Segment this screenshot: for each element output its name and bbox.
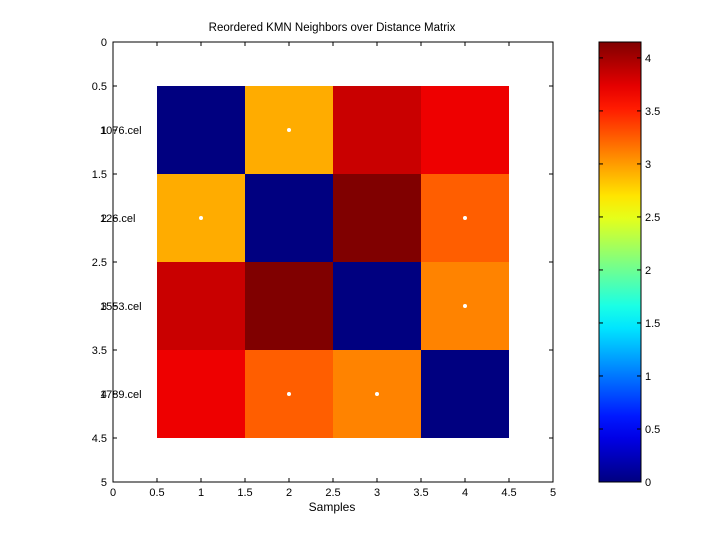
x-tick-label: 0.5 bbox=[149, 487, 164, 499]
y-tick-label: 5 bbox=[101, 477, 107, 489]
y-tick-label: 0 bbox=[101, 37, 107, 49]
x-ticks: 0 0.5 1 1.5 2 2.5 3 3.5 4 4.5 5 bbox=[110, 42, 556, 499]
chart-title: Reordered KMN Neighbors over Distance Ma… bbox=[209, 22, 456, 34]
cell-r4-c1 bbox=[157, 350, 245, 438]
row-numeric-tick: 2 bbox=[101, 213, 107, 225]
cell-r1-c4 bbox=[421, 86, 509, 174]
colorbar-tick-label: 0 bbox=[645, 477, 651, 489]
y-ticks: 0 0.5 1.5 2.5 3.5 4.5 5 bbox=[92, 37, 553, 489]
x-tick-label: 3.5 bbox=[413, 487, 428, 499]
row-label: 1789.cel bbox=[100, 389, 142, 401]
neighbor-marker-r4-c3 bbox=[375, 392, 379, 396]
neighbor-marker-r2-c4 bbox=[463, 216, 467, 220]
x-tick-label: 1.5 bbox=[237, 487, 252, 499]
x-tick-label: 5 bbox=[550, 487, 556, 499]
x-tick-label: 4.5 bbox=[501, 487, 516, 499]
x-tick-label: 2.5 bbox=[325, 487, 340, 499]
colorbar-tick-label: 2.5 bbox=[645, 212, 660, 224]
y-tick-label: 3.5 bbox=[92, 345, 107, 357]
colorbar-tick-label: 1 bbox=[645, 371, 651, 383]
heatmap-cells bbox=[157, 86, 509, 438]
x-tick-label: 1 bbox=[198, 487, 204, 499]
y-tick-label: 4.5 bbox=[92, 433, 107, 445]
neighbor-marker-r4-c2 bbox=[287, 392, 291, 396]
x-tick-label: 0 bbox=[110, 487, 116, 499]
colorbar-gradient bbox=[598, 41, 642, 483]
colorbar: 0 0.5 1 1.5 2 2.5 3 3.5 4 bbox=[598, 41, 660, 489]
x-tick-label: 3 bbox=[374, 487, 380, 499]
x-axis-label: Samples bbox=[309, 500, 356, 514]
cell-r4-c4 bbox=[421, 350, 509, 438]
y-tick-label: 1.5 bbox=[92, 169, 107, 181]
cell-r3-c3 bbox=[333, 262, 421, 350]
row-numeric-tick: 3 bbox=[101, 301, 107, 313]
colorbar-ticks: 0 0.5 1 1.5 2 2.5 3 3.5 4 bbox=[599, 53, 660, 489]
row-label: 126.cel bbox=[100, 213, 135, 225]
heatmap-plot: 0 0.5 1 1.5 2 2.5 3 3.5 4 4.5 5 00.51.52.53.54.55 … bbox=[92, 37, 556, 499]
neighbor-marker-r2-c1 bbox=[199, 216, 203, 220]
colorbar-tick-label: 3.5 bbox=[645, 106, 660, 118]
neighbor-marker-r1-c2 bbox=[287, 128, 291, 132]
x-tick-label: 4 bbox=[462, 487, 468, 499]
row-label: 1553.cel bbox=[100, 301, 142, 313]
neighbor-marker-r3-c4 bbox=[463, 304, 467, 308]
row-numeric-tick: 1 bbox=[101, 125, 107, 137]
y-tick-label: 0.5 bbox=[92, 81, 107, 93]
colorbar-tick-label: 0.5 bbox=[645, 424, 660, 436]
cell-r2-c2 bbox=[245, 174, 333, 262]
cell-r2-c3 bbox=[333, 174, 421, 262]
colorbar-tick-label: 2 bbox=[645, 265, 651, 277]
cell-r1-c3 bbox=[333, 86, 421, 174]
neighbor-markers bbox=[199, 128, 467, 396]
cell-r3-c1 bbox=[157, 262, 245, 350]
cell-r1-c1 bbox=[157, 86, 245, 174]
row-label: 1076.cel bbox=[100, 125, 142, 137]
cell-r3-c2 bbox=[245, 262, 333, 350]
colorbar-tick-label: 1.5 bbox=[645, 318, 660, 330]
colorbar-tick-label: 4 bbox=[645, 53, 651, 65]
row-numeric-tick: 4 bbox=[101, 389, 107, 401]
x-tick-label: 2 bbox=[286, 487, 292, 499]
colorbar-tick-label: 3 bbox=[645, 159, 651, 171]
y-tick-label: 2.5 bbox=[92, 257, 107, 269]
